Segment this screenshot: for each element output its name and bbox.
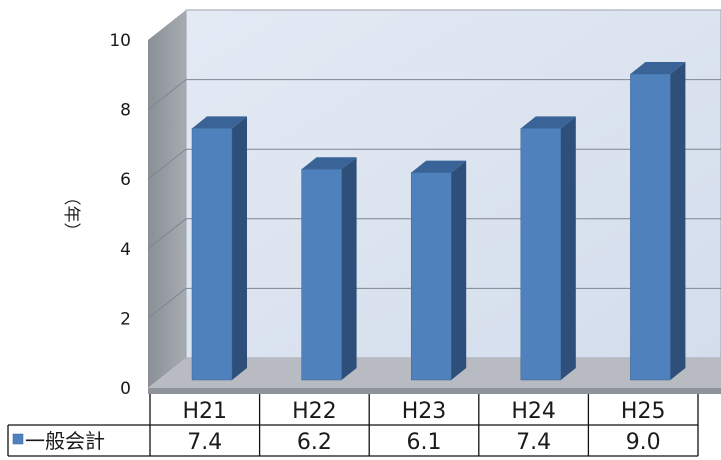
x-tick-label: H25: [621, 399, 666, 424]
bar-side: [560, 116, 576, 381]
y-tick-label: 4: [120, 240, 131, 260]
data-label: 6.1: [407, 430, 442, 455]
data-table: H21 7.4 H22 6.2 H23 6.1 H24 7.4 H25 9.0 一般会計: [7, 394, 699, 457]
data-label: 6.2: [297, 430, 332, 455]
bar: [191, 116, 247, 381]
data-label: 7.4: [187, 430, 222, 455]
bar-top: [411, 160, 467, 173]
y-tick-label: 8: [120, 101, 131, 121]
bar-side: [232, 116, 247, 381]
x-tick-label: H21: [183, 399, 228, 424]
bar-front: [520, 128, 562, 381]
data-label: 9.0: [626, 430, 661, 455]
bar-front: [191, 128, 233, 381]
bar-top: [301, 157, 357, 170]
x-tick-label: H22: [292, 399, 337, 424]
bar: [520, 116, 576, 381]
bar: [301, 157, 357, 381]
legend-swatch: [12, 433, 24, 445]
bar-side: [670, 62, 686, 380]
bar-top: [520, 116, 576, 129]
bar-top: [630, 62, 686, 74]
x-tick-label: H23: [402, 399, 447, 424]
bar-front: [301, 168, 342, 381]
y-tick-label: 2: [120, 309, 131, 329]
side-wall: [148, 10, 186, 388]
bar-side: [451, 160, 467, 380]
bar-front: [410, 172, 452, 381]
data-label: 7.4: [516, 430, 551, 455]
bars: [191, 62, 686, 381]
bar-front: [630, 73, 671, 381]
y-tick-label: 10: [109, 31, 131, 51]
floor-front: [148, 388, 721, 394]
bar: [410, 160, 467, 381]
bar: [630, 62, 686, 381]
bar-top: [192, 116, 247, 129]
y-axis-ticks: 0 2 4 6 8 10: [109, 31, 131, 399]
y-tick-label: 0: [120, 379, 131, 399]
y-axis-label: （年）: [61, 189, 81, 240]
bar-side: [341, 157, 357, 380]
legend-label: 一般会計: [25, 429, 105, 453]
y-tick-label: 6: [120, 170, 131, 190]
gridline: [147, 79, 721, 110]
x-tick-label: H24: [511, 399, 556, 424]
